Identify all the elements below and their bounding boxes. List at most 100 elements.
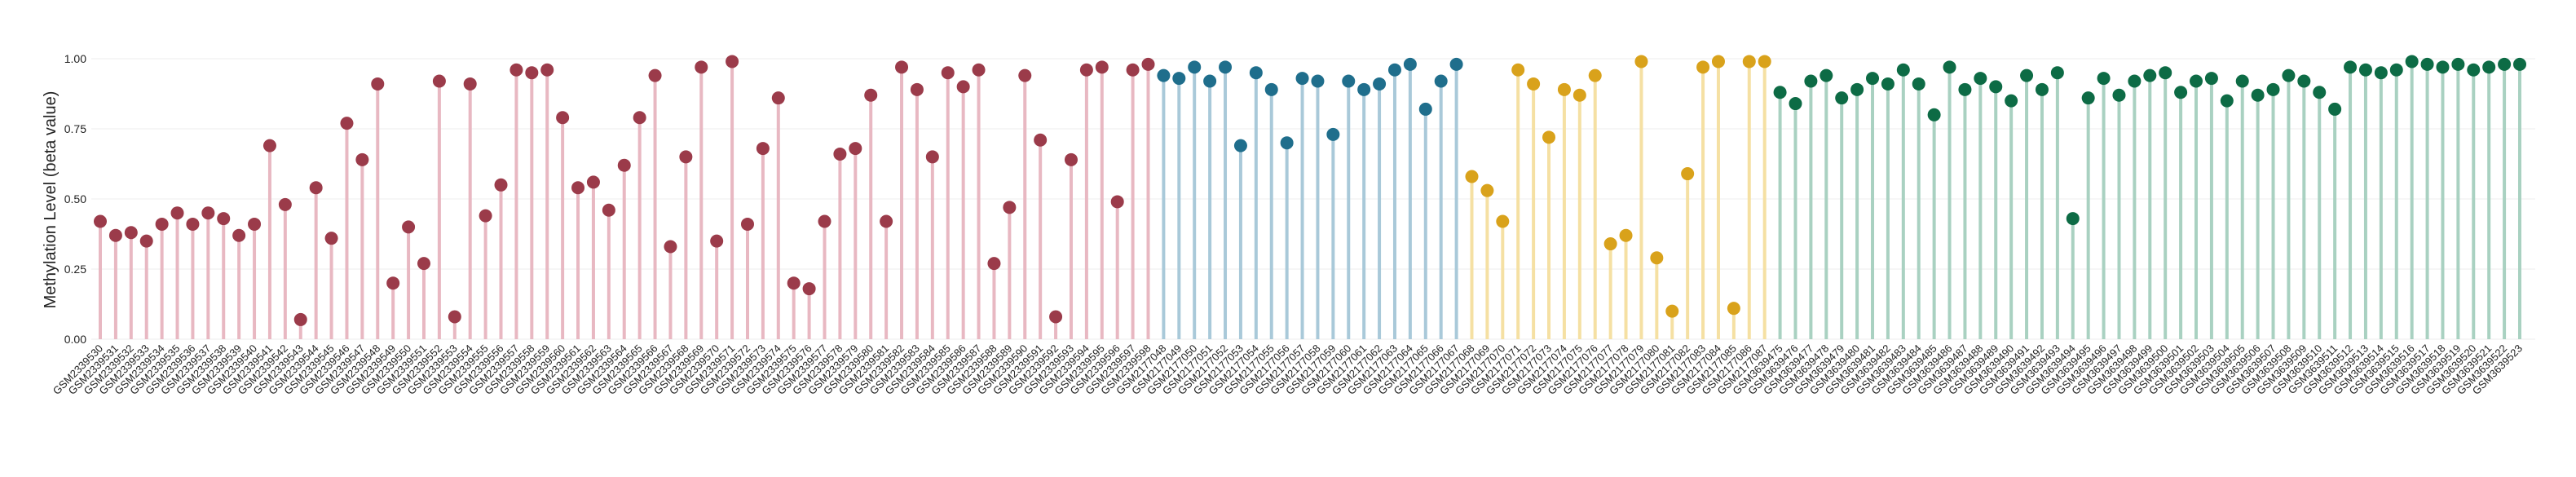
- dot: [1588, 68, 1602, 82]
- dot: [726, 55, 739, 68]
- dot: [2405, 55, 2419, 68]
- dot: [2220, 94, 2234, 108]
- dot: [2112, 88, 2126, 102]
- dot: [910, 82, 924, 96]
- dot: [2020, 68, 2034, 82]
- dot: [1527, 77, 1541, 91]
- dot: [2097, 72, 2111, 86]
- dot: [201, 206, 215, 220]
- dot: [1773, 86, 1787, 99]
- dot: [340, 117, 354, 130]
- dot: [386, 276, 400, 290]
- dot: [1110, 195, 1124, 209]
- dot: [2251, 88, 2265, 102]
- dot: [2436, 60, 2450, 74]
- dot: [479, 209, 492, 223]
- dot: [1958, 82, 1972, 96]
- dot: [1295, 72, 1309, 86]
- dot: [1496, 214, 1510, 228]
- dot: [2128, 74, 2142, 88]
- dot: [1866, 72, 1880, 86]
- y-tick-label: 0.00: [64, 333, 86, 346]
- dot: [2313, 86, 2327, 99]
- dot: [1049, 310, 1063, 324]
- dot: [987, 257, 1001, 271]
- dot: [602, 203, 615, 217]
- dot: [1434, 74, 1448, 88]
- y-axis-label: Methylation Level (beta value): [42, 91, 60, 309]
- dot: [1449, 57, 1463, 71]
- dot: [170, 206, 184, 220]
- dot: [1357, 82, 1371, 96]
- dot: [278, 197, 292, 211]
- dot: [972, 63, 986, 77]
- dot: [2159, 66, 2172, 80]
- dot: [2235, 74, 2249, 88]
- dot: [1387, 63, 1401, 77]
- dot: [818, 214, 831, 228]
- dot: [94, 214, 107, 228]
- dot: [787, 276, 801, 290]
- dot: [2328, 102, 2342, 116]
- dot: [1203, 74, 1217, 88]
- dot: [1681, 167, 1695, 181]
- dot: [1418, 102, 1432, 116]
- dot: [1820, 68, 1833, 82]
- dot: [2467, 63, 2481, 77]
- dot: [1634, 55, 1648, 68]
- dot: [833, 147, 847, 161]
- dot: [1850, 82, 1864, 96]
- dot: [1095, 60, 1109, 74]
- dot: [1157, 68, 1171, 82]
- dot: [1573, 88, 1586, 102]
- dot: [740, 217, 754, 231]
- dot: [1974, 72, 1987, 86]
- dot: [1727, 302, 1740, 316]
- dot: [664, 240, 677, 254]
- dot: [1188, 60, 1202, 74]
- dot: [802, 282, 816, 296]
- dot: [771, 91, 785, 105]
- dot: [2174, 86, 2188, 99]
- dot: [1542, 130, 1556, 144]
- dot: [108, 228, 122, 242]
- dot: [1557, 82, 1571, 96]
- dot: [2035, 82, 2049, 96]
- dot: [1311, 74, 1325, 88]
- dot: [1126, 63, 1140, 77]
- dot: [2389, 63, 2403, 77]
- dot: [1603, 237, 1617, 251]
- dot: [2482, 60, 2496, 74]
- dot: [880, 214, 893, 228]
- dot: [2081, 91, 2095, 105]
- dot: [1034, 133, 1048, 147]
- dot: [1141, 57, 1155, 71]
- dot: [1896, 63, 1910, 77]
- dot: [355, 152, 369, 166]
- dot: [1927, 108, 1941, 121]
- dot: [2451, 57, 2465, 71]
- dot: [1465, 170, 1479, 183]
- dot: [1373, 77, 1387, 91]
- dot: [417, 257, 430, 271]
- dot: [2204, 72, 2218, 86]
- dot: [1079, 63, 1093, 77]
- dot: [1064, 152, 1078, 166]
- dot: [2420, 57, 2434, 71]
- dot: [248, 217, 262, 231]
- y-tick-label: 0.25: [64, 263, 86, 276]
- y-tick-label: 0.50: [64, 192, 86, 205]
- dot: [309, 181, 323, 195]
- dot: [1881, 77, 1895, 91]
- y-tick-label: 1.00: [64, 52, 86, 65]
- dot: [1403, 57, 1417, 71]
- dot: [324, 232, 338, 245]
- dot: [186, 217, 200, 231]
- dot: [2143, 68, 2157, 82]
- dot: [1742, 55, 1756, 68]
- dot: [1018, 68, 1032, 82]
- dot: [2050, 66, 2064, 80]
- dot: [2358, 63, 2372, 77]
- dot: [2498, 57, 2512, 71]
